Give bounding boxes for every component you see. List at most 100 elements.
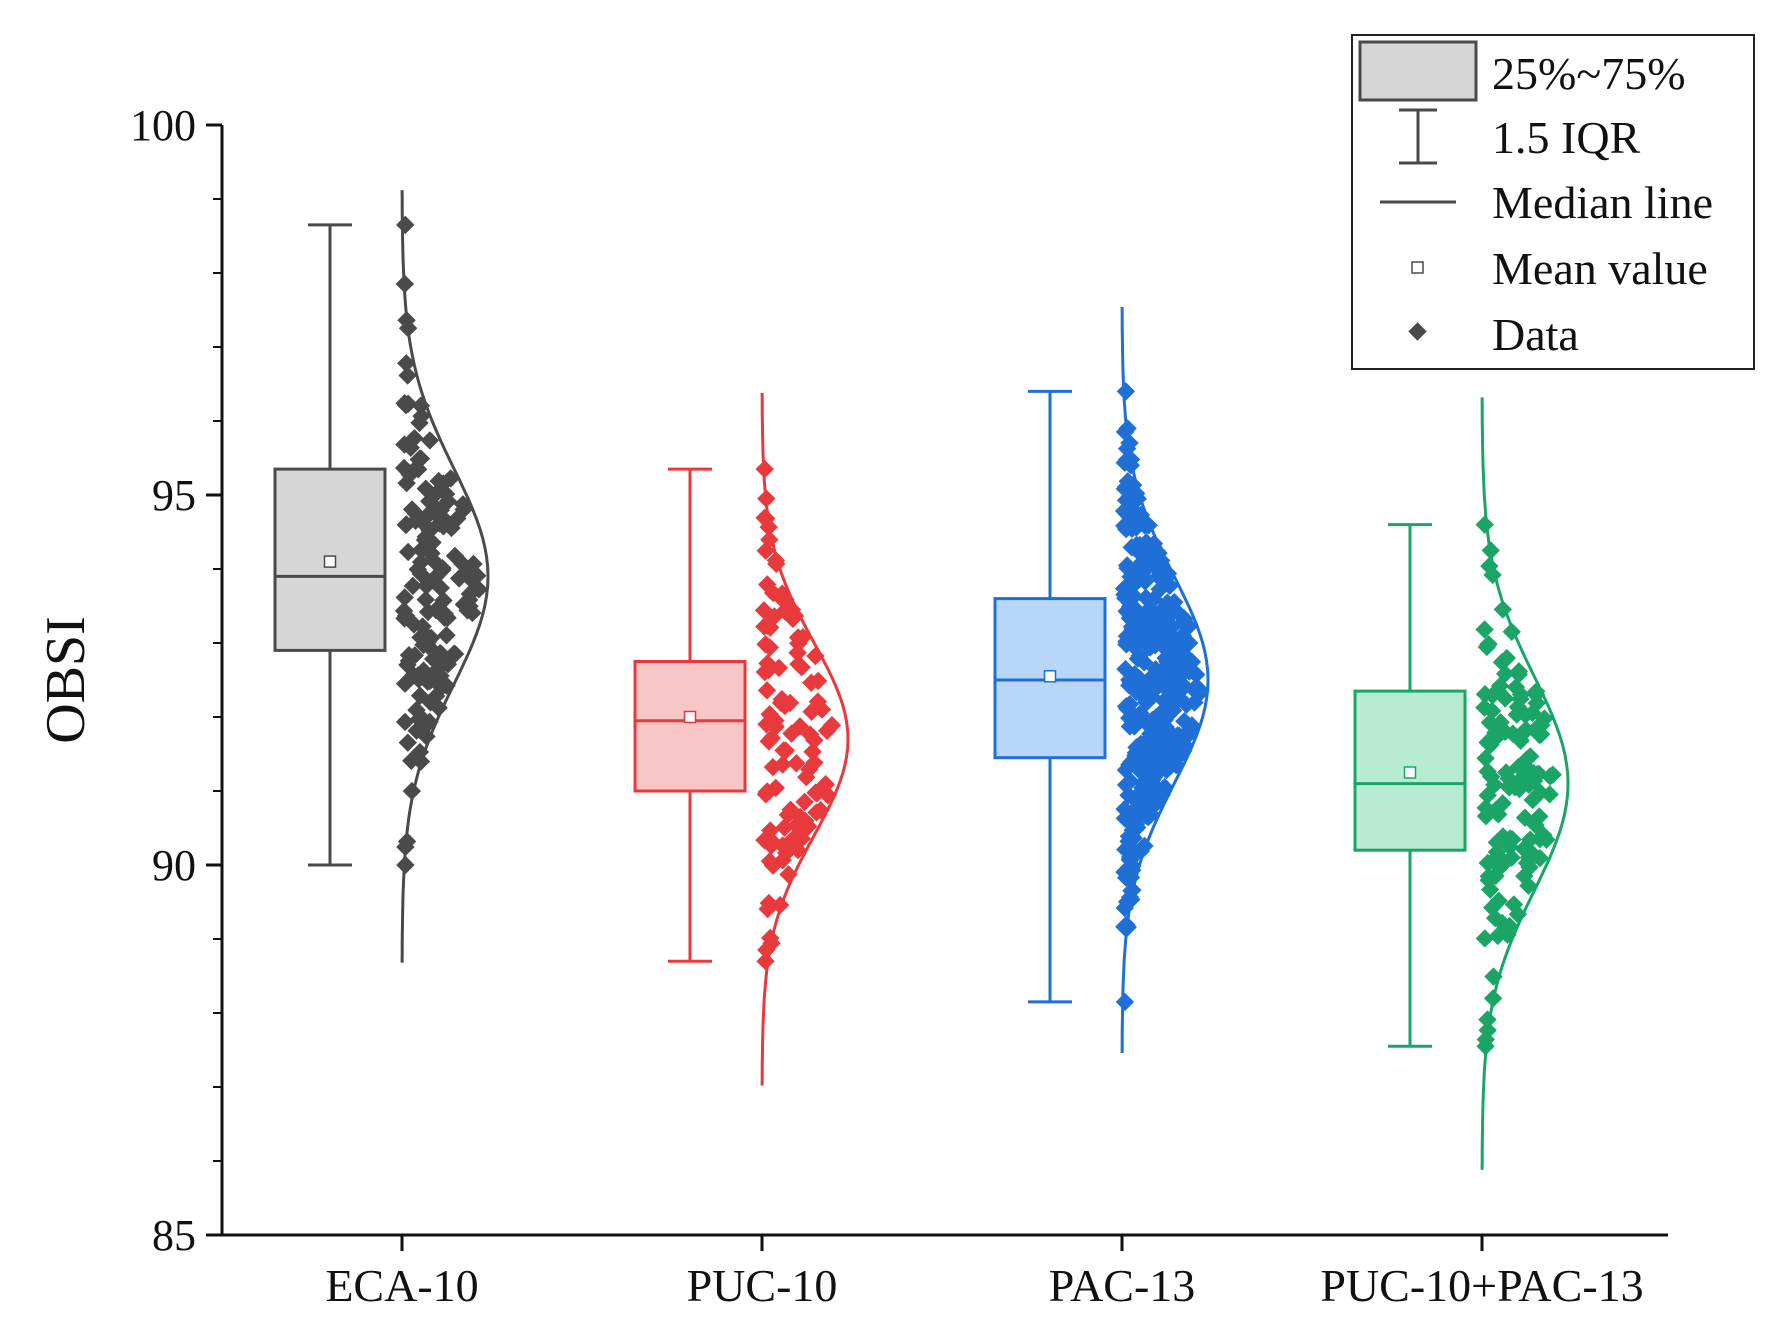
data-point (1489, 805, 1508, 824)
data-point (1134, 623, 1154, 642)
y-tick-label: 95 (152, 471, 196, 520)
data-point (795, 792, 814, 812)
data-point (787, 754, 806, 773)
data-point (1152, 631, 1172, 651)
data-point (757, 489, 776, 508)
data-points (1475, 515, 1562, 1056)
data-point (817, 721, 837, 741)
data-point (1124, 587, 1144, 606)
data-point (1485, 775, 1504, 794)
data-point (1477, 637, 1496, 657)
data-point (757, 509, 776, 528)
data-point (775, 818, 794, 837)
x-tick-label: PUC-10 (687, 1260, 838, 1311)
data-point (766, 717, 785, 736)
data-point (414, 710, 433, 730)
data-point (1177, 695, 1196, 714)
legend-label-median: Median line (1492, 177, 1713, 228)
data-point (1502, 848, 1521, 867)
legend-whisker-swatch (1399, 108, 1437, 165)
data-point (1136, 782, 1155, 801)
legend-label-data: Data (1492, 309, 1579, 360)
data-point (395, 588, 414, 607)
data-point (1481, 541, 1500, 560)
data-point (397, 515, 416, 534)
data-point (788, 643, 807, 662)
data-point (1182, 716, 1202, 735)
data-point (449, 569, 469, 588)
data-point (1493, 600, 1512, 619)
data-point (410, 413, 429, 433)
data-point (790, 717, 810, 736)
legend-data-swatch (1408, 322, 1427, 341)
y-tick-label: 90 (152, 841, 196, 890)
data-point (1491, 713, 1510, 732)
series-eca-10 (273, 190, 490, 963)
data-point (1135, 516, 1154, 535)
data-point (1519, 876, 1538, 895)
data-point (1138, 674, 1158, 694)
data-point (416, 590, 435, 609)
data-point (435, 608, 454, 628)
data-point (1115, 917, 1134, 936)
data-point (1134, 653, 1154, 672)
data-point (427, 505, 446, 524)
data-point (774, 741, 793, 760)
data-point (1149, 721, 1168, 740)
data-point (1119, 827, 1139, 846)
data-point (454, 595, 474, 614)
x-tick-label: PAC-13 (1049, 1260, 1196, 1311)
data-point (1116, 659, 1135, 679)
data-point (760, 638, 780, 657)
data-point (1483, 989, 1503, 1008)
data-point (397, 832, 417, 851)
plot-area (273, 190, 1570, 1170)
legend-label-whisker: 1.5 IQR (1492, 112, 1641, 163)
data-point (1478, 1010, 1497, 1029)
data-points (754, 459, 842, 971)
data-point (763, 757, 783, 777)
x-tick-label: ECA-10 (325, 1260, 478, 1311)
data-point (760, 530, 779, 549)
series-puc-10-pac-13 (1353, 397, 1570, 1170)
data-point (767, 554, 786, 574)
data-point (398, 542, 418, 562)
data-point (1120, 717, 1140, 736)
data-point (1179, 633, 1199, 653)
legend-label-mean: Mean value (1492, 243, 1708, 294)
data-point (1537, 830, 1556, 849)
data-point (427, 686, 446, 706)
data-point (1475, 620, 1494, 639)
data-point (1523, 703, 1542, 723)
data-point (395, 435, 414, 454)
data-point (418, 672, 437, 691)
y-tick-label: 100 (130, 101, 196, 150)
data-point (403, 576, 423, 596)
data-point (1475, 515, 1494, 534)
data-point (1478, 1021, 1497, 1040)
data-point (816, 775, 835, 794)
data-point (1498, 925, 1517, 944)
data-point (1137, 602, 1156, 621)
series-pac-13 (993, 306, 1210, 1054)
data-point (773, 584, 792, 603)
distribution-curve (760, 392, 850, 1086)
data-point (793, 627, 813, 647)
data-point (1146, 660, 1165, 679)
data-point (1481, 735, 1500, 755)
data-point (757, 681, 777, 700)
data-point (1509, 662, 1529, 681)
data-point (772, 690, 792, 709)
data-point (756, 952, 775, 971)
iqr-box (633, 660, 747, 793)
mean-marker (1043, 670, 1057, 683)
data-point (765, 607, 784, 626)
data-point (402, 500, 422, 519)
y-axis-title: OBSI (35, 616, 97, 744)
data-point (761, 821, 780, 840)
data-point (790, 807, 810, 827)
data-point (1120, 695, 1140, 714)
data-point (444, 644, 464, 663)
data-point (437, 676, 456, 695)
